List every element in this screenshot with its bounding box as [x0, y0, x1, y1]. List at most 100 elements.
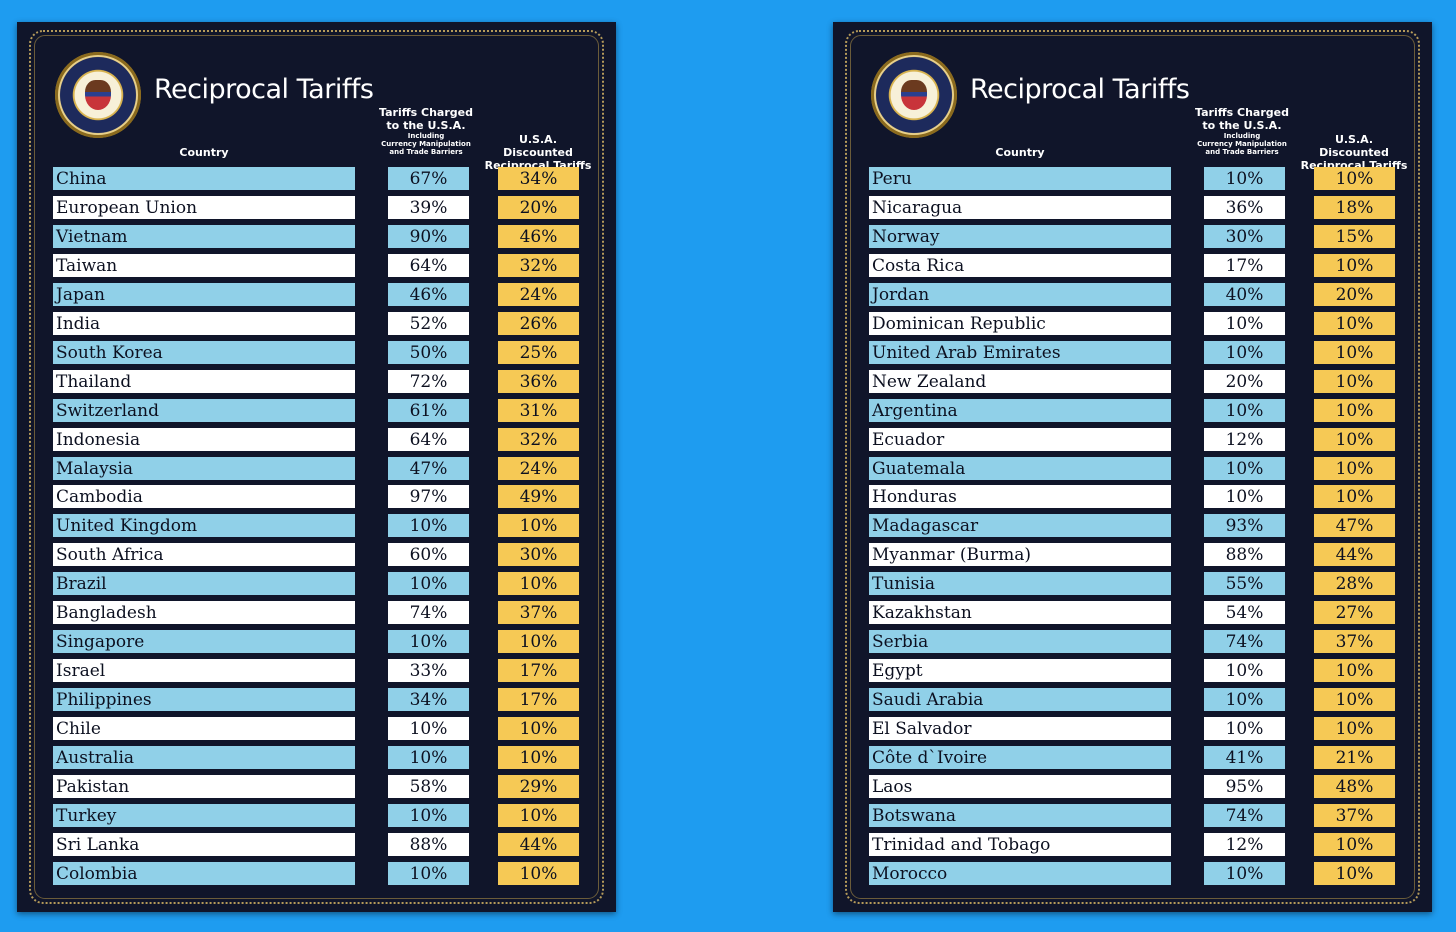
charged-tariff-cell: 93% [1204, 514, 1285, 537]
country-cell: Serbia [869, 630, 1171, 653]
charged-header-line3: Including [407, 132, 445, 140]
discounted-tariff-cell: 26% [498, 312, 579, 335]
table-row: South Africa 60% 30% [17, 543, 616, 566]
discounted-header-line1: U.S.A. Discounted [1319, 133, 1389, 159]
table-row: Nicaragua 36% 18% [833, 196, 1432, 219]
discounted-tariff-cell: 10% [498, 746, 579, 769]
discounted-tariff-cell: 10% [1314, 428, 1395, 451]
country-cell: India [53, 312, 355, 335]
board-title: Reciprocal Tariffs [154, 74, 374, 105]
charged-tariff-cell: 20% [1204, 370, 1285, 393]
country-cell: Japan [53, 283, 355, 306]
table-row: Egypt 10% 10% [833, 659, 1432, 682]
table-row: Ecuador 12% 10% [833, 428, 1432, 451]
charged-tariff-cell: 74% [1204, 804, 1285, 827]
discounted-tariff-cell: 24% [498, 457, 579, 480]
discounted-tariff-cell: 10% [498, 717, 579, 740]
discounted-tariff-cell: 20% [1314, 283, 1395, 306]
country-cell: Saudi Arabia [869, 688, 1171, 711]
discounted-tariff-cell: 31% [498, 399, 579, 422]
discounted-tariff-cell: 10% [498, 862, 579, 885]
country-cell: Thailand [53, 370, 355, 393]
country-cell: Colombia [53, 862, 355, 885]
table-row: Honduras 10% 10% [833, 485, 1432, 508]
table-row: Trinidad and Tobago 12% 10% [833, 833, 1432, 856]
discounted-tariff-cell: 36% [498, 370, 579, 393]
charged-tariff-cell: 10% [1204, 717, 1285, 740]
charged-header-line3: Including [1223, 132, 1261, 140]
charged-tariff-cell: 33% [388, 659, 469, 682]
charged-tariff-cell: 74% [1204, 630, 1285, 653]
table-row: Chile 10% 10% [17, 717, 616, 740]
board-title: Reciprocal Tariffs [970, 74, 1190, 105]
table-row: Saudi Arabia 10% 10% [833, 688, 1432, 711]
charged-tariff-cell: 74% [388, 601, 469, 624]
table-row: South Korea 50% 25% [17, 341, 616, 364]
country-cell: Nicaragua [869, 196, 1171, 219]
discounted-tariff-cell: 10% [498, 514, 579, 537]
country-cell: China [53, 167, 355, 190]
country-column-header: Country [179, 146, 229, 159]
charged-tariff-cell: 10% [388, 514, 469, 537]
table-row: Laos 95% 48% [833, 775, 1432, 798]
country-cell: Madagascar [869, 514, 1171, 537]
country-cell: Israel [53, 659, 355, 682]
charged-tariff-cell: 10% [388, 717, 469, 740]
table-row: Japan 46% 24% [17, 283, 616, 306]
charged-header-line5: and Trade Barriers [389, 148, 463, 156]
right-tariff-board: Reciprocal Tariffs Country Tariffs Charg… [833, 22, 1432, 912]
country-cell: United Arab Emirates [869, 341, 1171, 364]
country-cell: Costa Rica [869, 254, 1171, 277]
charged-tariff-cell: 97% [388, 485, 469, 508]
charged-header-line2: to the U.S.A. [1202, 119, 1282, 132]
charged-tariff-cell: 90% [388, 225, 469, 248]
charged-tariff-cell: 12% [1204, 428, 1285, 451]
charged-tariff-cell: 10% [1204, 862, 1285, 885]
discounted-tariff-cell: 29% [498, 775, 579, 798]
country-cell: Vietnam [53, 225, 355, 248]
country-cell: Dominican Republic [869, 312, 1171, 335]
table-row: Philippines 34% 17% [17, 688, 616, 711]
discounted-tariff-cell: 28% [1314, 572, 1395, 595]
table-row: Turkey 10% 10% [17, 804, 616, 827]
table-row: Cambodia 97% 49% [17, 485, 616, 508]
country-cell: Myanmar (Burma) [869, 543, 1171, 566]
charged-header-line5: and Trade Barriers [1205, 148, 1279, 156]
eagle-icon [85, 80, 111, 110]
table-row: Indonesia 64% 32% [17, 428, 616, 451]
left-tariff-board: Reciprocal Tariffs Country Tariffs Charg… [17, 22, 616, 912]
charged-tariff-cell: 10% [388, 746, 469, 769]
discounted-tariff-cell: 10% [1314, 833, 1395, 856]
discounted-tariff-cell: 24% [498, 283, 579, 306]
country-cell: Taiwan [53, 254, 355, 277]
table-row: Madagascar 93% 47% [833, 514, 1432, 537]
table-row: Kazakhstan 54% 27% [833, 601, 1432, 624]
discounted-tariff-cell: 18% [1314, 196, 1395, 219]
table-row: El Salvador 10% 10% [833, 717, 1432, 740]
country-cell: South Africa [53, 543, 355, 566]
discounted-tariff-cell: 10% [498, 804, 579, 827]
charged-tariff-cell: 10% [1204, 312, 1285, 335]
charged-tariff-cell: 36% [1204, 196, 1285, 219]
discounted-tariff-cell: 10% [1314, 167, 1395, 190]
discounted-tariff-cell: 10% [1314, 659, 1395, 682]
discounted-tariff-cell: 20% [498, 196, 579, 219]
country-cell: European Union [53, 196, 355, 219]
discounted-tariff-cell: 10% [1314, 485, 1395, 508]
discounted-tariff-cell: 37% [498, 601, 579, 624]
discounted-tariff-cell: 37% [1314, 630, 1395, 653]
charged-header-line1: Tariffs Charged [1195, 106, 1289, 119]
table-row: Costa Rica 17% 10% [833, 254, 1432, 277]
charged-tariff-cell: 54% [1204, 601, 1285, 624]
discounted-tariff-cell: 44% [1314, 543, 1395, 566]
country-cell: Guatemala [869, 457, 1171, 480]
presidential-seal-icon [55, 52, 141, 138]
country-cell: Australia [53, 746, 355, 769]
country-cell: Laos [869, 775, 1171, 798]
table-row: India 52% 26% [17, 312, 616, 335]
country-cell: Brazil [53, 572, 355, 595]
charged-tariff-cell: 10% [1204, 399, 1285, 422]
charged-tariff-cell: 64% [388, 428, 469, 451]
charged-tariff-cell: 67% [388, 167, 469, 190]
country-cell: South Korea [53, 341, 355, 364]
